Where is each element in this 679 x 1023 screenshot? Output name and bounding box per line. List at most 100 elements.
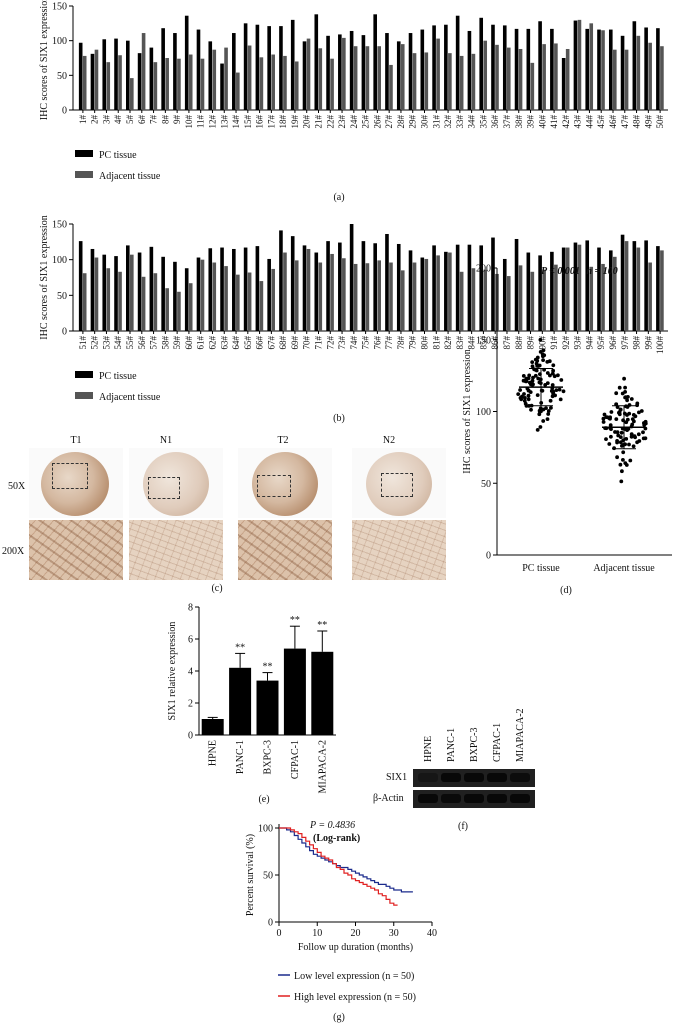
bar-adjacent — [624, 241, 629, 331]
bar-adjacent — [648, 262, 652, 331]
x-tick-label: 35# — [478, 115, 488, 129]
scatter-point — [528, 380, 532, 385]
bar-pc — [114, 256, 118, 331]
scatter-point — [624, 420, 629, 425]
y-tick-label: 0 — [486, 551, 491, 562]
scatter-point — [619, 430, 624, 435]
bar-adjacent — [247, 272, 252, 331]
bar-adjacent — [554, 264, 558, 331]
legend-label-pc: PC tissue — [99, 150, 137, 161]
bar-adjacent — [106, 268, 111, 331]
scatter-point — [537, 412, 542, 417]
x-tick-label: 88# — [514, 336, 524, 350]
bar-pc — [290, 236, 295, 331]
bar-adjacent — [377, 260, 381, 331]
column-label-n1: N1 — [160, 435, 172, 446]
y-tick-label: 150 — [52, 220, 67, 231]
bar-pc — [220, 247, 224, 331]
scatter-point — [630, 422, 635, 427]
scatter-point — [518, 396, 523, 400]
column-label-t2: T2 — [277, 435, 288, 446]
bar-adjacent — [495, 44, 499, 110]
x-tick-label: 89# — [526, 336, 536, 350]
scatter-point — [546, 412, 551, 416]
x-tick-label: 46# — [608, 115, 618, 129]
scatter-point — [643, 436, 648, 441]
x-tick-label: 17# — [266, 115, 276, 129]
bar-pc — [184, 15, 189, 111]
scatter-point — [521, 378, 526, 383]
x-tick-label: 20# — [302, 115, 312, 129]
x-tick-label: 48# — [632, 115, 642, 129]
bar — [256, 680, 279, 735]
wb-lane-label: CFPAC-1 — [492, 723, 503, 762]
x-tick-label: 85# — [478, 336, 488, 350]
bar-adjacent — [330, 253, 334, 331]
scatter-point — [618, 407, 623, 412]
bar-pc — [78, 241, 83, 331]
scatter-point — [538, 406, 543, 411]
y-tick-label: 8 — [188, 603, 193, 614]
tma-core-n2 — [352, 448, 446, 518]
bar-adjacent — [224, 47, 228, 110]
panel-g-survival-plot: 0 50 100 0 10 20 30 40 Follow up duration (month… — [245, 824, 437, 954]
scatter-point — [550, 383, 555, 387]
panel-d-stat: P < 0.001 n = 100 — [541, 266, 618, 277]
scatter-point — [624, 437, 629, 441]
panel-g-test: (Log-rank) — [313, 833, 360, 844]
bar-adjacent — [636, 247, 641, 331]
x-tick-label: 24# — [349, 115, 359, 129]
bar-adjacent — [177, 291, 181, 331]
column-label-t1: T1 — [70, 435, 81, 446]
legend-swatch-adjacent — [75, 171, 93, 178]
bar-adjacent — [471, 53, 476, 110]
scatter-point — [550, 394, 555, 399]
bar — [229, 667, 252, 735]
wb-lane-label: PANC-1 — [446, 728, 457, 762]
y-tick-label: 100 — [476, 407, 491, 418]
legend-label-adjacent: Adjacent tissue — [99, 392, 161, 403]
bar-pc — [502, 25, 507, 110]
bar-adjacent — [236, 274, 240, 331]
bar-pc — [444, 251, 448, 331]
bar-adjacent — [271, 54, 275, 110]
panel-f-western-blot: SIX1 β-Actin HPNE PANC-1 BXPC-3 CFPAC-1 MIAP… — [373, 708, 526, 804]
scatter-point — [639, 409, 644, 413]
bar-pc — [137, 252, 142, 331]
y-tick-label: 0 — [62, 327, 67, 338]
scatter-point — [609, 410, 614, 414]
scatter-point — [635, 401, 640, 406]
scatter-point — [643, 419, 648, 424]
bar-adjacent — [318, 48, 323, 110]
bar-adjacent — [106, 62, 111, 110]
bar-adjacent — [459, 271, 464, 331]
bar-adjacent — [577, 19, 582, 110]
bar-pc — [514, 238, 519, 331]
scatter-point — [615, 439, 619, 443]
panel-a-legend: PC tissue Adjacent tissue — [75, 150, 161, 182]
scatter-point — [527, 373, 532, 378]
x-tick-label: 39# — [526, 115, 536, 129]
x-tick-label: 18# — [278, 115, 288, 129]
y-tick-label: 150 — [476, 335, 491, 346]
x-tick-label: Adjacent tissue — [593, 563, 655, 574]
x-tick-label: 87# — [502, 335, 512, 349]
x-tick-label: 37# — [502, 114, 512, 128]
bar-adjacent — [259, 281, 264, 331]
bar-adjacent — [353, 46, 358, 110]
bar-adjacent — [236, 72, 240, 110]
scatter-point — [523, 396, 527, 400]
panel-g-legend: Low level expression (n = 50) High level… — [278, 971, 416, 1003]
x-tick-label: 70# — [302, 336, 312, 350]
x-tick-label: 66# — [255, 336, 265, 350]
bar-pc — [373, 14, 377, 110]
bar-pc — [290, 19, 295, 110]
scatter-point — [614, 402, 619, 407]
bar-adjacent — [259, 57, 264, 110]
bar-adjacent — [188, 54, 193, 110]
bar — [201, 719, 224, 735]
bar-adjacent — [660, 250, 664, 331]
bar-pc — [644, 27, 648, 111]
scatter-point — [549, 406, 553, 410]
